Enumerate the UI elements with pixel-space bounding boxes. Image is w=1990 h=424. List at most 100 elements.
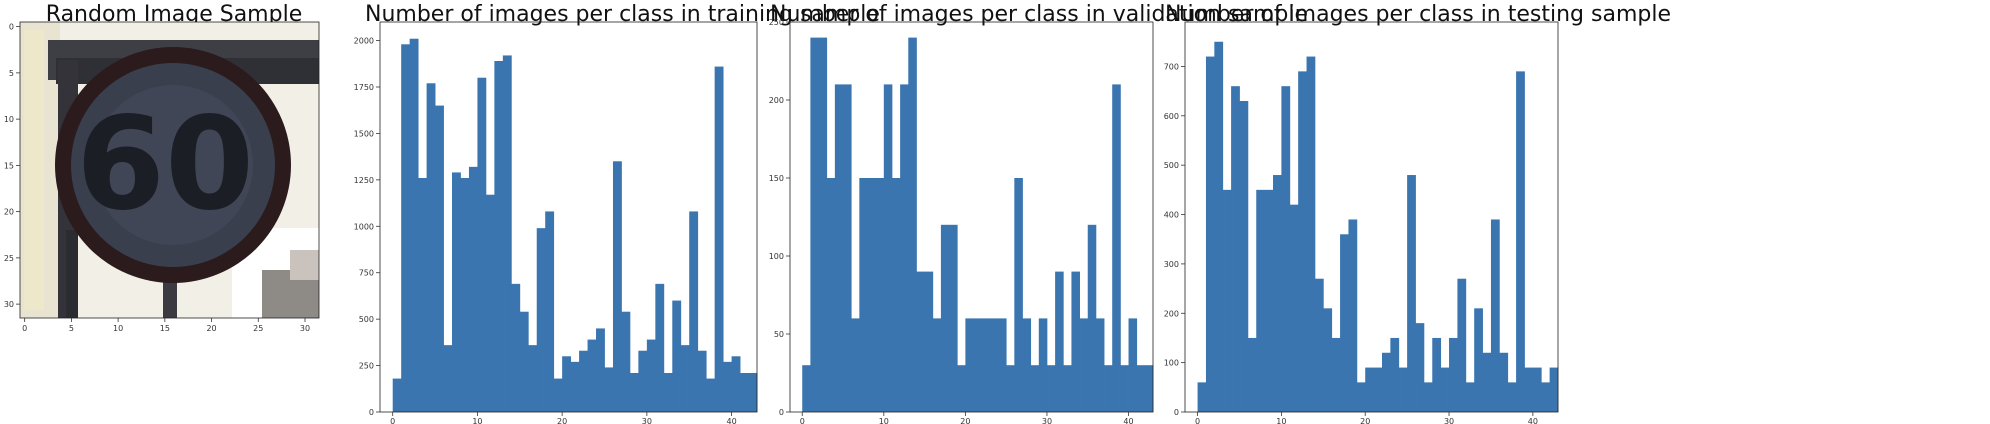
bar-class-10	[883, 84, 893, 413]
bar-class-28	[1030, 365, 1040, 412]
testing-chart-title: Number of images per class in testing sa…	[1165, 2, 1671, 27]
training-histogram: 0 10 20 30 40 0 250 500 750 1000 1250 1500 1750 2000	[354, 21, 758, 424]
bar-class-40	[1128, 318, 1138, 412]
bar-class-35	[1087, 224, 1097, 412]
bar-class-9	[875, 178, 885, 412]
plot-frame	[1184, 21, 1559, 413]
bar-class-35	[689, 211, 699, 412]
y-tick-label: 500	[359, 315, 374, 324]
bar-class-13	[502, 55, 512, 413]
bar-class-17	[536, 228, 546, 412]
bar-class-3	[826, 178, 836, 412]
bar-class-17	[1340, 234, 1349, 412]
bar-class-37	[1507, 382, 1517, 412]
bar-class-36	[697, 350, 707, 412]
bar-class-35	[1490, 219, 1500, 412]
bar-class-40	[731, 356, 741, 412]
bar-class-13	[1306, 56, 1316, 413]
y-tick-label: 0	[1174, 408, 1179, 417]
bar-class-6	[443, 345, 453, 412]
bar-class-39	[723, 361, 732, 412]
bar-class-9	[1273, 175, 1282, 412]
bar-class-37	[706, 378, 716, 412]
bar-class-2	[409, 38, 419, 412]
bar-class-11	[891, 178, 901, 412]
bar-class-12	[494, 61, 504, 412]
training-chart-panel: Number of images per class in training s…	[354, 0, 880, 424]
bar-class-14	[511, 283, 521, 412]
bar-class-8	[1264, 189, 1274, 412]
bar-class-22	[1381, 352, 1391, 412]
y-tick-label: 700	[1164, 62, 1179, 71]
bar-class-19	[1356, 382, 1366, 412]
bar-class-29	[638, 350, 648, 412]
bar-class-23	[1390, 337, 1400, 412]
bar-class-2	[1214, 41, 1224, 413]
bar-class-15	[924, 271, 934, 412]
x-tick-label: 40	[1528, 417, 1538, 424]
bar-class-19	[957, 365, 966, 412]
bar-class-18	[1348, 219, 1358, 412]
bar-class-16	[528, 345, 538, 412]
bar-class-21	[570, 361, 580, 412]
x-tick-label: 40	[1123, 417, 1133, 424]
image-x-tick-label: 30	[300, 324, 310, 333]
bar-class-23	[587, 339, 597, 412]
y-tick-label: 400	[1164, 211, 1179, 220]
bar-class-11	[1289, 204, 1299, 412]
bar-class-3	[1222, 189, 1232, 412]
bar-class-25	[1006, 365, 1015, 412]
bar-class-27	[621, 311, 631, 412]
y-tick-label: 0	[779, 408, 784, 417]
y-tick-label: 300	[1164, 260, 1179, 269]
x-tick-label: 30	[642, 417, 652, 424]
bar-class-4	[426, 83, 436, 413]
bars	[1197, 41, 1559, 413]
bar-class-38	[1112, 84, 1121, 413]
bar-class-24	[596, 328, 605, 412]
y-tick-label: 100	[1164, 359, 1179, 368]
x-tick-label: 20	[557, 417, 567, 424]
image-x-tick-label: 25	[253, 324, 263, 333]
bar-class-29	[1440, 367, 1450, 412]
y-tick-label: 2000	[354, 37, 374, 46]
bar-class-14	[1314, 278, 1324, 412]
x-tick-label: 40	[726, 417, 736, 424]
image-y-tick-label: 15	[4, 161, 14, 170]
bar-class-1	[810, 37, 819, 412]
bar-class-41	[1136, 365, 1146, 412]
bar-class-29	[1038, 318, 1048, 412]
bar-class-18	[545, 211, 555, 412]
bar-class-8	[460, 178, 470, 412]
validation-chart-panel: Number of images per class in validation…	[769, 0, 1308, 424]
bar-class-27	[1022, 318, 1032, 412]
bar-class-0	[1197, 382, 1207, 412]
bar-class-25	[1407, 175, 1416, 412]
bar-class-11	[485, 194, 495, 412]
bar-class-23	[989, 318, 999, 412]
x-axis-ticks: 0 10 20 30 40	[1195, 412, 1538, 424]
y-tick-label: 250	[769, 18, 784, 27]
bar-class-22	[579, 350, 588, 412]
image-x-tick-label: 15	[160, 324, 170, 333]
plot-frame	[379, 21, 758, 413]
bar-class-0	[802, 365, 811, 412]
bar-class-25	[604, 367, 614, 412]
bars	[802, 37, 1154, 413]
bar-class-6	[851, 318, 860, 412]
bar-class-7	[859, 178, 868, 412]
bar-class-21	[1373, 367, 1383, 412]
bar-class-4	[834, 84, 844, 413]
image-y-tick-label: 0	[9, 23, 14, 32]
y-tick-label: 150	[769, 174, 784, 183]
y-tick-label: 250	[359, 362, 374, 371]
bar-class-37	[1104, 365, 1113, 412]
bar-class-39	[1524, 367, 1534, 412]
bar-class-13	[908, 37, 917, 412]
bar-class-26	[1014, 178, 1023, 412]
y-tick-label: 1500	[354, 129, 374, 138]
bar-class-30	[646, 339, 656, 412]
bar-class-36	[1095, 318, 1105, 412]
y-axis-ticks: 0 250 500 750 1000 1250 1500 1750 2000	[354, 37, 380, 417]
